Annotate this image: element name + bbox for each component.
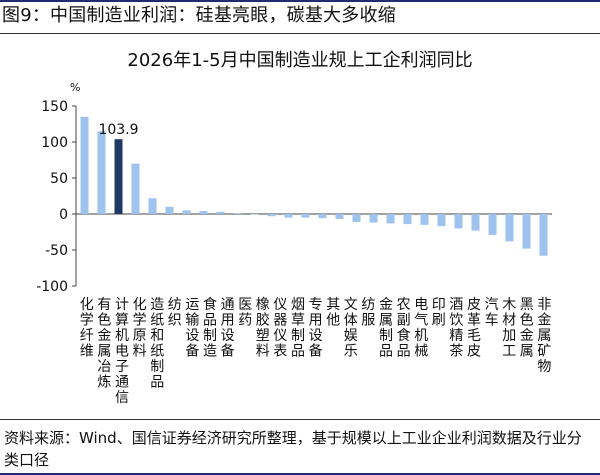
- bar: [471, 214, 480, 231]
- x-tick-label: 食品制造: [203, 296, 217, 360]
- bar: [182, 210, 191, 214]
- x-tick-label: 其他: [326, 297, 340, 329]
- x-tick-label: 黑色金属: [520, 297, 534, 360]
- bar: [505, 214, 514, 242]
- bar: [437, 214, 446, 227]
- bar: [301, 214, 310, 218]
- bar: [165, 206, 174, 214]
- x-tick-label: 汽车: [485, 297, 499, 329]
- x-tick-label: 农副食品: [397, 297, 411, 360]
- caption-rule: [0, 33, 600, 34]
- x-tick-label: 造纸和纸制品: [150, 297, 164, 391]
- chart-title: 2026年1-5月中国制造业规上工企利润同比: [127, 50, 473, 71]
- y-axis-unit: %: [70, 81, 81, 94]
- bar: [386, 214, 395, 224]
- source-note: 资料来源：Wind、国信证券经济研究所整理，基于规模以上工业企业利润数据及行业分…: [4, 429, 582, 469]
- bar: [250, 214, 259, 215]
- bar: [369, 214, 378, 223]
- data-label: 103.9: [98, 122, 138, 138]
- x-tick-label: 化学原料: [133, 297, 147, 360]
- y-tick-label: -100: [36, 279, 68, 295]
- bar: [403, 214, 412, 225]
- x-tick-label: 印刷: [432, 297, 446, 329]
- x-tick-label: 纺服: [361, 297, 375, 329]
- bar: [80, 116, 89, 214]
- x-tick-label: 化学纤维: [80, 297, 94, 360]
- y-tick-label: 50: [50, 171, 68, 187]
- bar: [284, 214, 293, 218]
- bar: [97, 131, 106, 214]
- x-tick-label: 文体娱乐: [344, 297, 358, 360]
- bar: [335, 214, 344, 219]
- x-tick-label: 电气机械: [414, 297, 428, 360]
- bar-chart: -100 -50 0 50 100 150 103.9 化学纤维有色金属冶炼计算机电子通信化学…: [36, 99, 552, 406]
- x-tick-label: 金属制品: [379, 297, 393, 360]
- bar: [267, 214, 276, 217]
- y-tick-label: -50: [45, 243, 68, 259]
- y-tick-label: 0: [59, 207, 68, 223]
- x-tick-label: 木材加工: [502, 297, 516, 360]
- x-tick-label: 皮革毛皮: [467, 297, 481, 360]
- x-tick-label: 烟草制品: [291, 297, 305, 360]
- x-tick-label: 纺织: [168, 297, 182, 329]
- y-tick-label: 100: [41, 135, 68, 151]
- figure-caption: 图9：中国制造业利润：硅基亮眼，碳基大多收缩: [2, 5, 396, 26]
- x-tick-label: 仪器仪表: [273, 297, 287, 360]
- x-tick-label: 酒饮精茶: [449, 297, 463, 360]
- bar: [352, 214, 361, 222]
- x-tick-label: 橡胶塑料: [256, 297, 270, 360]
- x-tick-label: 医药: [238, 297, 252, 329]
- bar: [420, 214, 429, 225]
- x-tick-label: 专用设备: [309, 297, 323, 360]
- bar: [199, 211, 208, 214]
- bar: [131, 163, 140, 214]
- x-tick-label: 非金属矿物: [537, 297, 551, 375]
- source-rule: [0, 419, 600, 420]
- bar: [114, 139, 123, 214]
- x-tick-label: 通用设备: [221, 297, 235, 360]
- bar: [454, 214, 463, 229]
- bar: [522, 214, 531, 249]
- bottom-rule: [0, 473, 600, 475]
- bar: [233, 213, 242, 214]
- bar: [216, 211, 225, 214]
- top-rule: [0, 0, 600, 2]
- y-tick-label: 150: [41, 99, 68, 115]
- bar: [539, 214, 548, 256]
- bar: [318, 214, 327, 219]
- bar: [488, 214, 497, 235]
- bar: [148, 198, 157, 214]
- x-tick-label: 有色金属冶炼: [97, 297, 111, 391]
- x-tick-label: 计算机电子通信: [115, 297, 129, 406]
- x-tick-label: 运输设备: [185, 297, 199, 360]
